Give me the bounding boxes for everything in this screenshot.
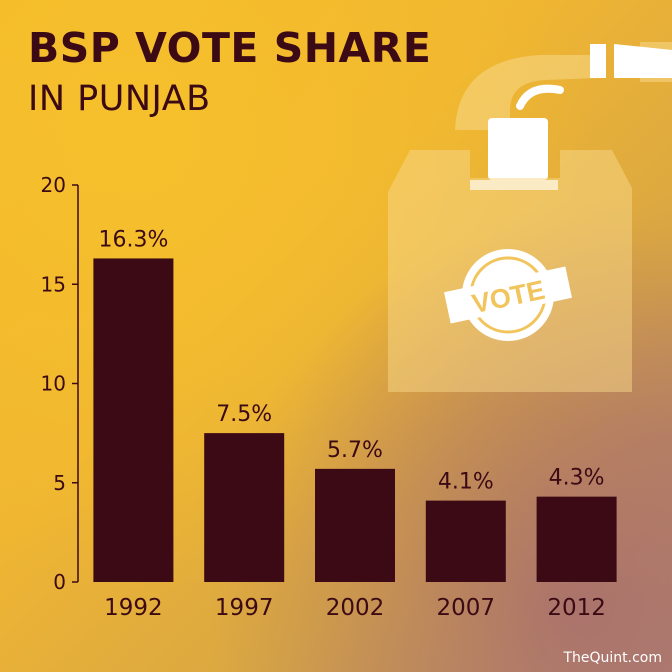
data-label: 4.3% (549, 466, 605, 491)
y-tick-label: 0 (53, 570, 66, 594)
x-tick-label: 2002 (326, 595, 385, 621)
x-tick-label: 2007 (437, 595, 496, 621)
y-tick-label: 5 (53, 471, 66, 495)
chart-subtitle: IN PUNJAB (28, 79, 211, 119)
bar (204, 433, 285, 582)
x-tick-label: 1997 (215, 595, 274, 621)
bar (536, 496, 617, 582)
watermark-text: TheQuint.com (563, 650, 662, 666)
data-label: 16.3% (98, 227, 168, 252)
data-label: 5.7% (327, 438, 383, 463)
y-tick-label: 10 (41, 372, 66, 396)
bar (425, 500, 506, 582)
x-tick-label: 1992 (104, 595, 163, 621)
data-label: 4.1% (438, 470, 494, 495)
y-tick-label: 15 (41, 272, 66, 296)
bar (315, 468, 395, 582)
y-tick-label: 20 (41, 173, 66, 197)
data-label: 7.5% (216, 402, 272, 427)
bar (93, 258, 174, 582)
x-tick-label: 2012 (547, 595, 606, 621)
chart-title: BSP VOTE SHARE (28, 24, 432, 72)
